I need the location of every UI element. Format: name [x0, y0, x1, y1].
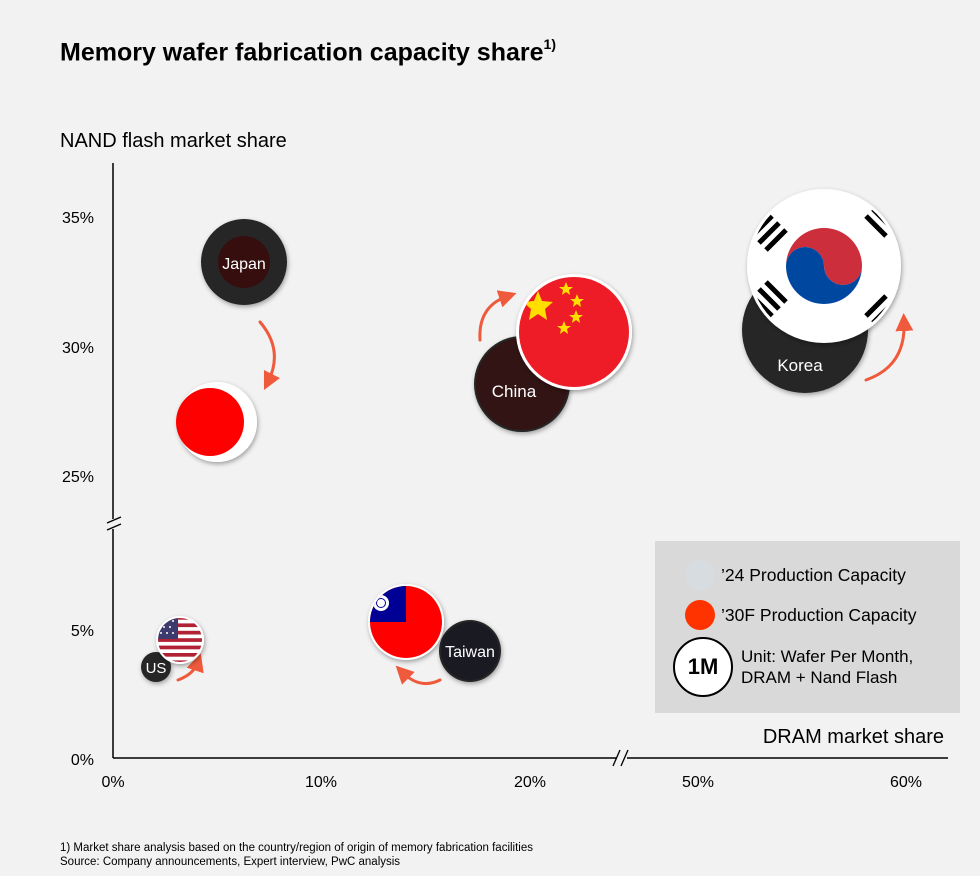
- bubble-taiwan-2024: [439, 620, 501, 682]
- bubble-us-2024: [141, 652, 171, 682]
- bubble-taiwan-2030: [368, 584, 444, 660]
- bubble-china-2030: [516, 274, 632, 390]
- legend-label-2024: ’24 Production Capacity: [721, 564, 906, 585]
- x-axis-label: DRAM market share: [762, 726, 944, 748]
- footnote-source: Source: Company announcements, Expert in…: [60, 856, 401, 868]
- x-tick-label: 50%: [682, 774, 714, 791]
- bubble-label-china: China: [492, 382, 537, 401]
- china-arrow: [478, 290, 517, 342]
- footnote-line-1: 1) Market share analysis based on the co…: [60, 842, 534, 854]
- bubble-us-2030: [156, 616, 204, 664]
- legend-label-2030: ’30F Production Capacity: [721, 604, 917, 625]
- y-axis-label: NAND flash market share: [60, 130, 287, 152]
- unit-badge: 1M: [673, 637, 733, 697]
- legend-swatch-2030: [685, 600, 715, 630]
- legend-swatch-2024: [685, 560, 715, 590]
- bubble-korea-2030: [747, 189, 901, 343]
- unit-line-2: DRAM + Nand Flash: [741, 668, 898, 687]
- x-tick-label: 10%: [305, 774, 337, 791]
- legend: ’24 Production Capacity ’30F Production …: [655, 541, 960, 713]
- x-tick-label: 0%: [101, 774, 124, 791]
- korea-arrow: [864, 313, 914, 382]
- y-tick-label: 0%: [71, 752, 94, 769]
- axes: [106, 163, 948, 767]
- x-tick-label: 60%: [890, 774, 922, 791]
- japan-arrow: [258, 320, 281, 391]
- y-tick-label: 35%: [62, 210, 94, 227]
- y-tick-label: 5%: [71, 623, 94, 640]
- bubble-label-japan: Japan: [222, 256, 266, 273]
- x-tick-label: 20%: [514, 774, 546, 791]
- chart-title: Memory wafer fabrication capacity share1…: [60, 36, 556, 67]
- legend-unit: 1M Unit: Wafer Per Month, DRAM + Nand Fl…: [673, 637, 913, 697]
- title-footnote-marker: 1): [543, 36, 556, 52]
- unit-line-1: Unit: Wafer Per Month,: [741, 647, 914, 666]
- y-tick-label: 25%: [62, 469, 94, 486]
- us-arrow: [176, 653, 204, 682]
- bubble-label-us: US: [146, 660, 167, 677]
- taiwan-arrow: [395, 665, 442, 686]
- footnote: 1) Market share analysis based on the co…: [60, 841, 533, 869]
- y-tick-label: 30%: [62, 340, 94, 357]
- bubble-label-korea: Korea: [777, 356, 823, 375]
- bubble-label-taiwan: Taiwan: [445, 644, 495, 661]
- trajectory-arrows: [176, 290, 914, 686]
- legend-item-2024: ’24 Production Capacity: [685, 560, 906, 590]
- japan-flag-disc: [176, 388, 244, 456]
- legend-item-2030: ’30F Production Capacity: [685, 600, 917, 630]
